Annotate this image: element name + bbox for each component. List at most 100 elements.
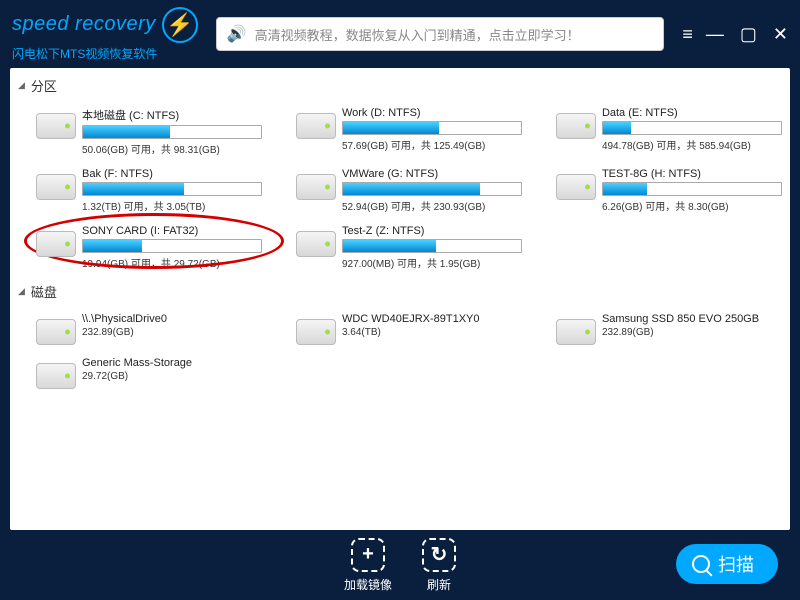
drive-icon (36, 174, 76, 200)
drive-info: Test-Z (Z: NTFS) 927.00(MB) 可用，共 1.95(GB) (342, 225, 522, 270)
drive-icon (36, 363, 76, 389)
disk-size: 232.89(GB) (82, 327, 262, 338)
bolt-icon: ⚡ (162, 7, 198, 43)
usage-bar (602, 182, 782, 196)
drive-info: Generic Mass-Storage 29.72(GB) (82, 357, 262, 382)
disk-item[interactable]: WDC WD40EJRX-89T1XY0 3.64(TB) (270, 307, 530, 351)
scan-label: 扫描 (718, 551, 754, 577)
drive-icon (296, 113, 336, 139)
disk-name: Samsung SSD 850 EVO 250GB (602, 313, 782, 325)
disk-size: 3.64(TB) (342, 327, 522, 338)
drive-info: WDC WD40EJRX-89T1XY0 3.64(TB) (342, 313, 522, 338)
drive-icon (36, 231, 76, 257)
usage-bar-fill (343, 122, 439, 134)
disk-size: 29.72(GB) (82, 371, 262, 382)
main-panel: ◢ 分区 本地磁盘 (C: NTFS) 50.06(GB) 可用，共 98.31(… (10, 68, 790, 530)
partitions-header[interactable]: ◢ 分区 (10, 72, 790, 99)
disk-size: 232.89(GB) (602, 327, 782, 338)
drive-info: Bak (F: NTFS) 1.32(TB) 可用，共 3.05(TB) (82, 168, 262, 213)
disk-item[interactable]: Samsung SSD 850 EVO 250GB 232.89(GB) (530, 307, 790, 351)
disks-grid: \\.\PhysicalDrive0232.89(GB) WDC WD40EJRX… (10, 305, 790, 397)
partition-usage: 927.00(MB) 可用，共 1.95(GB) (342, 255, 522, 270)
partition-name: Work (D: NTFS) (342, 107, 522, 119)
drive-info: Work (D: NTFS) 57.69(GB) 可用，共 125.49(GB) (342, 107, 522, 152)
usage-bar (82, 182, 262, 196)
refresh-label: 刷新 (427, 576, 451, 593)
menu-icon[interactable]: ≡ (682, 24, 690, 45)
partition-item[interactable]: 本地磁盘 (C: NTFS) 50.06(GB) 可用，共 98.31(GB) (10, 101, 270, 162)
refresh-icon: ↻ (422, 538, 456, 572)
partition-item[interactable]: Test-Z (Z: NTFS) 927.00(MB) 可用，共 1.95(GB) (270, 219, 530, 276)
disks-title: 磁盘 (31, 282, 57, 301)
partition-usage: 6.26(GB) 可用，共 8.30(GB) (602, 198, 782, 213)
usage-bar-fill (603, 183, 647, 195)
disk-item[interactable]: \\.\PhysicalDrive0232.89(GB) (10, 307, 270, 351)
partition-name: VMWare (G: NTFS) (342, 168, 522, 180)
refresh-button[interactable]: ↻ 刷新 (422, 538, 456, 593)
load-image-button[interactable]: + 加载镜像 (344, 538, 392, 593)
minimize-button[interactable]: — (706, 24, 724, 45)
usage-bar (342, 121, 522, 135)
footer: + 加载镜像 ↻ 刷新 扫描 (0, 530, 800, 600)
drive-info: SONY CARD (I: FAT32) 19.94(GB) 可用，共 29.72… (82, 225, 262, 270)
disk-name: WDC WD40EJRX-89T1XY0 (342, 313, 522, 325)
usage-bar (82, 125, 262, 139)
usage-bar (82, 239, 262, 253)
drive-info: 本地磁盘 (C: NTFS) 50.06(GB) 可用，共 98.31(GB) (82, 107, 262, 156)
partition-usage: 19.94(GB) 可用，共 29.72(GB) (82, 255, 262, 270)
logo: speed recovery ⚡ 闪电松下MTS视频恢复软件 (12, 7, 198, 62)
drive-info: TEST-8G (H: NTFS) 6.26(GB) 可用，共 8.30(GB) (602, 168, 782, 213)
usage-bar-fill (343, 240, 436, 252)
drive-icon (556, 319, 596, 345)
collapse-icon: ◢ (18, 286, 25, 297)
drive-icon (36, 113, 76, 139)
partition-item[interactable]: SONY CARD (I: FAT32) 19.94(GB) 可用，共 29.72… (10, 219, 270, 276)
partition-usage: 50.06(GB) 可用，共 98.31(GB) (82, 141, 262, 156)
usage-bar (602, 121, 782, 135)
logo-text: speed recovery (12, 13, 156, 36)
usage-bar (342, 182, 522, 196)
partitions-title: 分区 (31, 76, 57, 95)
usage-bar-fill (603, 122, 631, 134)
speaker-icon: 🔊 (227, 24, 247, 44)
partition-name: SONY CARD (I: FAT32) (82, 225, 262, 237)
usage-bar-fill (83, 126, 170, 138)
usage-bar-fill (83, 240, 142, 252)
drive-icon (296, 319, 336, 345)
disk-name: Generic Mass-Storage (82, 357, 262, 369)
partition-usage: 57.69(GB) 可用，共 125.49(GB) (342, 137, 522, 152)
close-button[interactable]: ✕ (773, 24, 788, 45)
drive-icon (36, 319, 76, 345)
collapse-icon: ◢ (18, 80, 25, 91)
plus-icon: + (351, 538, 385, 572)
partition-name: TEST-8G (H: NTFS) (602, 168, 782, 180)
partition-name: Test-Z (Z: NTFS) (342, 225, 522, 237)
partition-usage: 52.94(GB) 可用，共 230.93(GB) (342, 198, 522, 213)
titlebar: speed recovery ⚡ 闪电松下MTS视频恢复软件 🔊 高清视频教程，… (0, 0, 800, 68)
disk-item[interactable]: Generic Mass-Storage 29.72(GB) (10, 351, 270, 395)
partition-name: Bak (F: NTFS) (82, 168, 262, 180)
banner-text: 高清视频教程，数据恢复从入门到精通，点击立即学习！ (255, 25, 580, 44)
drive-info: \\.\PhysicalDrive0232.89(GB) (82, 313, 262, 338)
usage-bar (342, 239, 522, 253)
partition-item[interactable]: TEST-8G (H: NTFS) 6.26(GB) 可用，共 8.30(GB) (530, 162, 790, 219)
tutorial-banner[interactable]: 🔊 高清视频教程，数据恢复从入门到精通，点击立即学习！ (216, 17, 665, 51)
partition-name: 本地磁盘 (C: NTFS) (82, 107, 262, 123)
drive-info: Samsung SSD 850 EVO 250GB 232.89(GB) (602, 313, 782, 338)
maximize-button[interactable]: ▢ (740, 24, 757, 45)
partition-item[interactable]: Work (D: NTFS) 57.69(GB) 可用，共 125.49(GB) (270, 101, 530, 162)
partition-usage: 494.78(GB) 可用，共 585.94(GB) (602, 137, 782, 152)
partition-item[interactable]: Bak (F: NTFS) 1.32(TB) 可用，共 3.05(TB) (10, 162, 270, 219)
partition-usage: 1.32(TB) 可用，共 3.05(TB) (82, 198, 262, 213)
partition-item[interactable]: VMWare (G: NTFS) 52.94(GB) 可用，共 230.93(GB… (270, 162, 530, 219)
scan-button[interactable]: 扫描 (676, 544, 778, 584)
search-icon (692, 555, 710, 573)
window-controls: ≡ — ▢ ✕ (682, 24, 788, 45)
partition-item[interactable]: Data (E: NTFS) 494.78(GB) 可用，共 585.94(GB) (530, 101, 790, 162)
drive-icon (556, 113, 596, 139)
logo-subtitle: 闪电松下MTS视频恢复软件 (12, 45, 198, 62)
drive-info: VMWare (G: NTFS) 52.94(GB) 可用，共 230.93(GB… (342, 168, 522, 213)
drive-info: Data (E: NTFS) 494.78(GB) 可用，共 585.94(GB) (602, 107, 782, 152)
disks-header[interactable]: ◢ 磁盘 (10, 278, 790, 305)
partition-name: Data (E: NTFS) (602, 107, 782, 119)
